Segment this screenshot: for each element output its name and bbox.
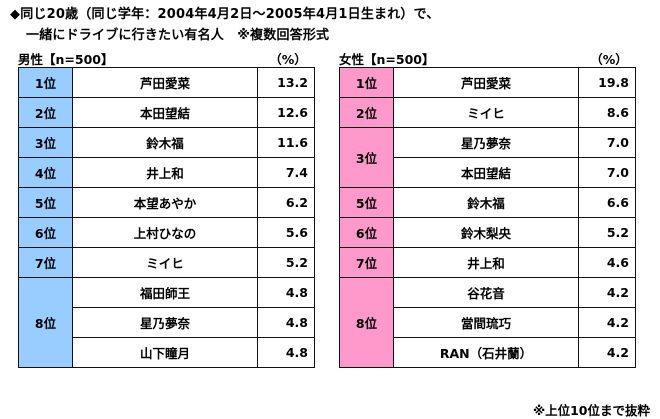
value-cell: 5.2 [257,247,315,278]
table-row: 6位 上村ひなの 5.6 [18,217,315,248]
table-row: 2位 本田望結 12.6 [18,97,315,128]
name-cell: 上村ひなの [72,217,258,248]
rank-cell: 7位 [339,247,394,278]
value-cell: 4.8 [257,277,315,308]
name-cell: 當間琉巧 [393,307,579,338]
table-row: 7位 井上和 4.6 [339,247,636,278]
name-cell: 芦田愛菜 [393,67,579,98]
value-cell: 7.4 [257,157,315,188]
name-cell: ミイヒ [72,247,258,278]
value-cell: 4.2 [578,277,636,308]
table-row: 2位 ミイヒ 8.6 [339,97,636,128]
name-cell: 鈴木福 [393,187,579,218]
table-row: 5位 本望あやか 6.2 [18,187,315,218]
name-cell: 井上和 [393,247,579,278]
table-row: 1位 芦田愛菜 19.8 [339,67,636,98]
value-cell: 4.6 [578,247,636,278]
value-cell: 6.6 [578,187,636,218]
table-row: 8位 谷花音 4.2 [339,277,636,368]
name-cell: 鈴木梨央 [393,217,579,248]
value-cell: 5.6 [257,217,315,248]
name-cell: 芦田愛菜 [72,67,258,98]
title-line-2: 一緒にドライブに行きたい有名人 ※複数回答形式 [26,28,330,43]
value-cell: 19.8 [578,67,636,98]
value-cell: 11.6 [257,127,315,158]
value-cell: 4.2 [578,337,636,368]
rank-cell: 2位 [18,97,73,128]
value-cell: 8.6 [578,97,636,128]
table-row: 山下瞳月 4.8 [19,337,315,368]
value-cell: 4.2 [578,307,636,338]
footer-note: ※上位10位まで抜粋 [532,403,650,418]
name-cell: 井上和 [72,157,258,188]
name-cell: 星乃夢奈 [393,127,579,158]
rank-cell: 1位 [18,67,73,98]
table-row: 星乃夢奈 4.8 [19,307,315,338]
rank-cell: 8位 [339,277,394,368]
value-cell: 7.0 [578,127,636,158]
rank-cell: 4位 [18,157,73,188]
table-row: 4位 井上和 7.4 [18,157,315,188]
male-section-label: 男性【n=500】 [18,52,114,67]
male-percent-header: （%） [269,52,307,67]
table-row: 5位 鈴木福 6.6 [339,187,636,218]
name-cell: 本田望結 [393,157,579,188]
name-cell: 谷花音 [393,277,579,308]
value-cell: 5.2 [578,217,636,248]
male-ranking-table: 1位 芦田愛菜 13.2 2位 本田望結 12.6 3位 鈴木福 11.6 4位… [18,67,315,368]
female-percent-header: （%） [590,52,628,67]
rank-cell: 3位 [339,127,394,188]
value-cell: 13.2 [257,67,315,98]
name-cell: RAN（石井蘭） [393,337,579,368]
table-row: 3位 鈴木福 11.6 [18,127,315,158]
table-row: 8位 福田師王 4.8 [18,277,315,368]
rank-cell: 6位 [339,217,394,248]
title-line-1: ◆同じ20歳（同じ学年：2004年4月2日～2005年4月1日生まれ）で、 [10,7,440,22]
rank-cell: 1位 [339,67,394,98]
rank-cell: 3位 [18,127,73,158]
table-row: 本田望結 7.0 [340,157,636,188]
rank-cell: 8位 [18,277,73,368]
name-cell: 山下瞳月 [72,337,258,368]
table-row: 1位 芦田愛菜 13.2 [18,67,315,98]
rank-cell: 7位 [18,247,73,278]
table-row: RAN（石井蘭） 4.2 [340,337,636,368]
name-cell: 福田師王 [72,277,258,308]
name-cell: 本望あやか [72,187,258,218]
name-cell: 本田望結 [72,97,258,128]
table-row: 3位 星乃夢奈 7.0 [339,127,636,188]
rank-cell: 5位 [339,187,394,218]
value-cell: 12.6 [257,97,315,128]
rank-cell: 6位 [18,217,73,248]
value-cell: 7.0 [578,157,636,188]
name-cell: 鈴木福 [72,127,258,158]
name-cell: ミイヒ [393,97,579,128]
female-section-label: 女性【n=500】 [339,52,435,67]
rank-cell: 5位 [18,187,73,218]
value-cell: 4.8 [257,307,315,338]
female-ranking-table: 1位 芦田愛菜 19.8 2位 ミイヒ 8.6 3位 星乃夢奈 7.0 本田望結… [339,67,636,368]
table-row: 7位 ミイヒ 5.2 [18,247,315,278]
table-row: 當間琉巧 4.2 [340,307,636,338]
name-cell: 星乃夢奈 [72,307,258,338]
table-row: 6位 鈴木梨央 5.2 [339,217,636,248]
rank-cell: 2位 [339,97,394,128]
value-cell: 4.8 [257,337,315,368]
value-cell: 6.2 [257,187,315,218]
